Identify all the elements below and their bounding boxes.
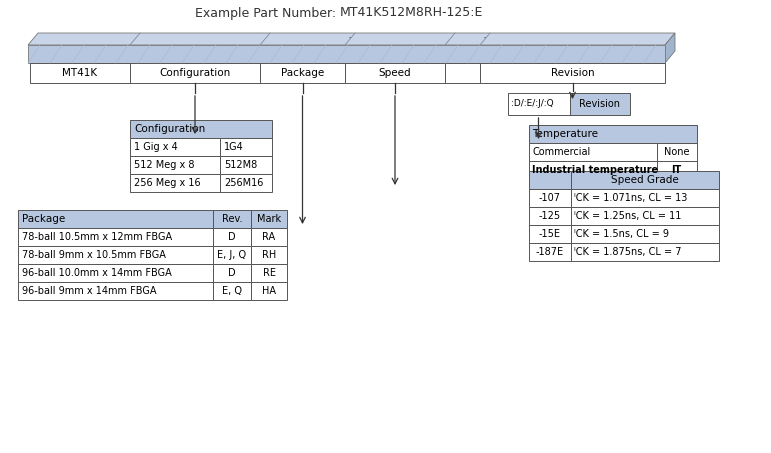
Bar xyxy=(130,174,220,192)
Text: Example Part Number:: Example Part Number: xyxy=(195,6,336,19)
Bar xyxy=(528,143,656,161)
Text: 256 Meg x 16: 256 Meg x 16 xyxy=(134,178,200,188)
Text: Configuration: Configuration xyxy=(160,68,231,78)
Bar xyxy=(528,189,571,207)
Text: 96-ball 9mm x 14mm FBGA: 96-ball 9mm x 14mm FBGA xyxy=(22,286,157,296)
Bar xyxy=(220,138,272,156)
Bar xyxy=(251,264,287,282)
Text: -107: -107 xyxy=(538,193,561,203)
Bar xyxy=(213,228,251,246)
Bar xyxy=(528,161,656,179)
Bar xyxy=(18,228,213,246)
Text: 512M8: 512M8 xyxy=(224,160,258,170)
Text: 96-ball 10.0mm x 14mm FBGA: 96-ball 10.0mm x 14mm FBGA xyxy=(22,268,172,278)
Bar xyxy=(571,189,719,207)
Text: Revision: Revision xyxy=(579,99,620,109)
Text: -125: -125 xyxy=(538,211,561,221)
Polygon shape xyxy=(28,45,665,63)
Bar xyxy=(260,63,345,83)
Text: Mark: Mark xyxy=(257,214,281,224)
Bar xyxy=(18,246,213,264)
Text: ·: · xyxy=(348,33,352,45)
Text: None: None xyxy=(664,147,689,157)
Text: Rev.: Rev. xyxy=(222,214,242,224)
Bar xyxy=(656,161,696,179)
Bar xyxy=(528,207,571,225)
Text: -187E: -187E xyxy=(535,247,564,257)
Bar xyxy=(213,282,251,300)
Bar xyxy=(130,156,220,174)
Text: RA: RA xyxy=(262,232,275,242)
Text: 256M16: 256M16 xyxy=(224,178,264,188)
Text: Industrial temperature: Industrial temperature xyxy=(533,165,658,175)
Bar xyxy=(345,63,445,83)
Text: ᴵCK = 1.071ns, CL = 13: ᴵCK = 1.071ns, CL = 13 xyxy=(574,193,688,203)
Bar xyxy=(18,210,213,228)
Text: -15E: -15E xyxy=(538,229,561,239)
Bar xyxy=(220,174,272,192)
Bar xyxy=(130,120,272,138)
Bar xyxy=(528,125,696,143)
Bar xyxy=(480,63,665,83)
Bar xyxy=(18,282,213,300)
Text: ᴵCK = 1.25ns, CL = 11: ᴵCK = 1.25ns, CL = 11 xyxy=(574,211,682,221)
Bar xyxy=(571,171,719,189)
Text: MT41K512M8RH-125:E: MT41K512M8RH-125:E xyxy=(340,6,483,19)
Text: D: D xyxy=(228,232,236,242)
Bar xyxy=(507,93,570,115)
Text: Package: Package xyxy=(281,68,324,78)
Text: Commercial: Commercial xyxy=(533,147,591,157)
Bar xyxy=(18,264,213,282)
Text: 1G4: 1G4 xyxy=(224,142,244,152)
Polygon shape xyxy=(665,33,675,63)
Text: 512 Meg x 8: 512 Meg x 8 xyxy=(134,160,194,170)
Bar xyxy=(251,246,287,264)
Text: Revision: Revision xyxy=(550,68,594,78)
Text: RE: RE xyxy=(262,268,275,278)
Text: :D/:E/:J/:Q: :D/:E/:J/:Q xyxy=(511,100,554,109)
Text: Temperature: Temperature xyxy=(533,129,598,139)
Bar xyxy=(220,156,272,174)
Text: Speed: Speed xyxy=(379,68,411,78)
Bar xyxy=(130,138,220,156)
Text: D: D xyxy=(228,268,236,278)
Text: E, Q: E, Q xyxy=(222,286,242,296)
Text: ᴵCK = 1.875ns, CL = 7: ᴵCK = 1.875ns, CL = 7 xyxy=(574,247,682,257)
Text: Package: Package xyxy=(22,214,66,224)
Text: RH: RH xyxy=(262,250,276,260)
Text: Configuration: Configuration xyxy=(134,124,205,134)
Polygon shape xyxy=(28,33,675,45)
Bar xyxy=(571,225,719,243)
Bar xyxy=(445,63,480,83)
Bar xyxy=(251,210,287,228)
Bar xyxy=(656,143,696,161)
Text: E, J, Q: E, J, Q xyxy=(217,250,247,260)
Text: MT41K: MT41K xyxy=(62,68,98,78)
Bar xyxy=(251,228,287,246)
Text: IT: IT xyxy=(672,165,682,175)
Bar xyxy=(213,210,251,228)
Text: HA: HA xyxy=(262,286,276,296)
Bar xyxy=(528,171,571,189)
Bar xyxy=(528,225,571,243)
Text: Speed Grade: Speed Grade xyxy=(611,175,678,185)
Text: 78-ball 10.5mm x 12mm FBGA: 78-ball 10.5mm x 12mm FBGA xyxy=(22,232,172,242)
Bar xyxy=(213,264,251,282)
Bar xyxy=(251,282,287,300)
Bar xyxy=(571,207,719,225)
Bar xyxy=(570,93,629,115)
Bar xyxy=(528,243,571,261)
Bar xyxy=(30,63,130,83)
Text: ᴵCK = 1.5ns, CL = 9: ᴵCK = 1.5ns, CL = 9 xyxy=(574,229,669,239)
Text: 1 Gig x 4: 1 Gig x 4 xyxy=(134,142,178,152)
Text: 78-ball 9mm x 10.5mm FBGA: 78-ball 9mm x 10.5mm FBGA xyxy=(22,250,166,260)
Bar xyxy=(130,63,260,83)
Bar xyxy=(571,243,719,261)
Text: ·: · xyxy=(483,33,487,45)
Bar xyxy=(213,246,251,264)
